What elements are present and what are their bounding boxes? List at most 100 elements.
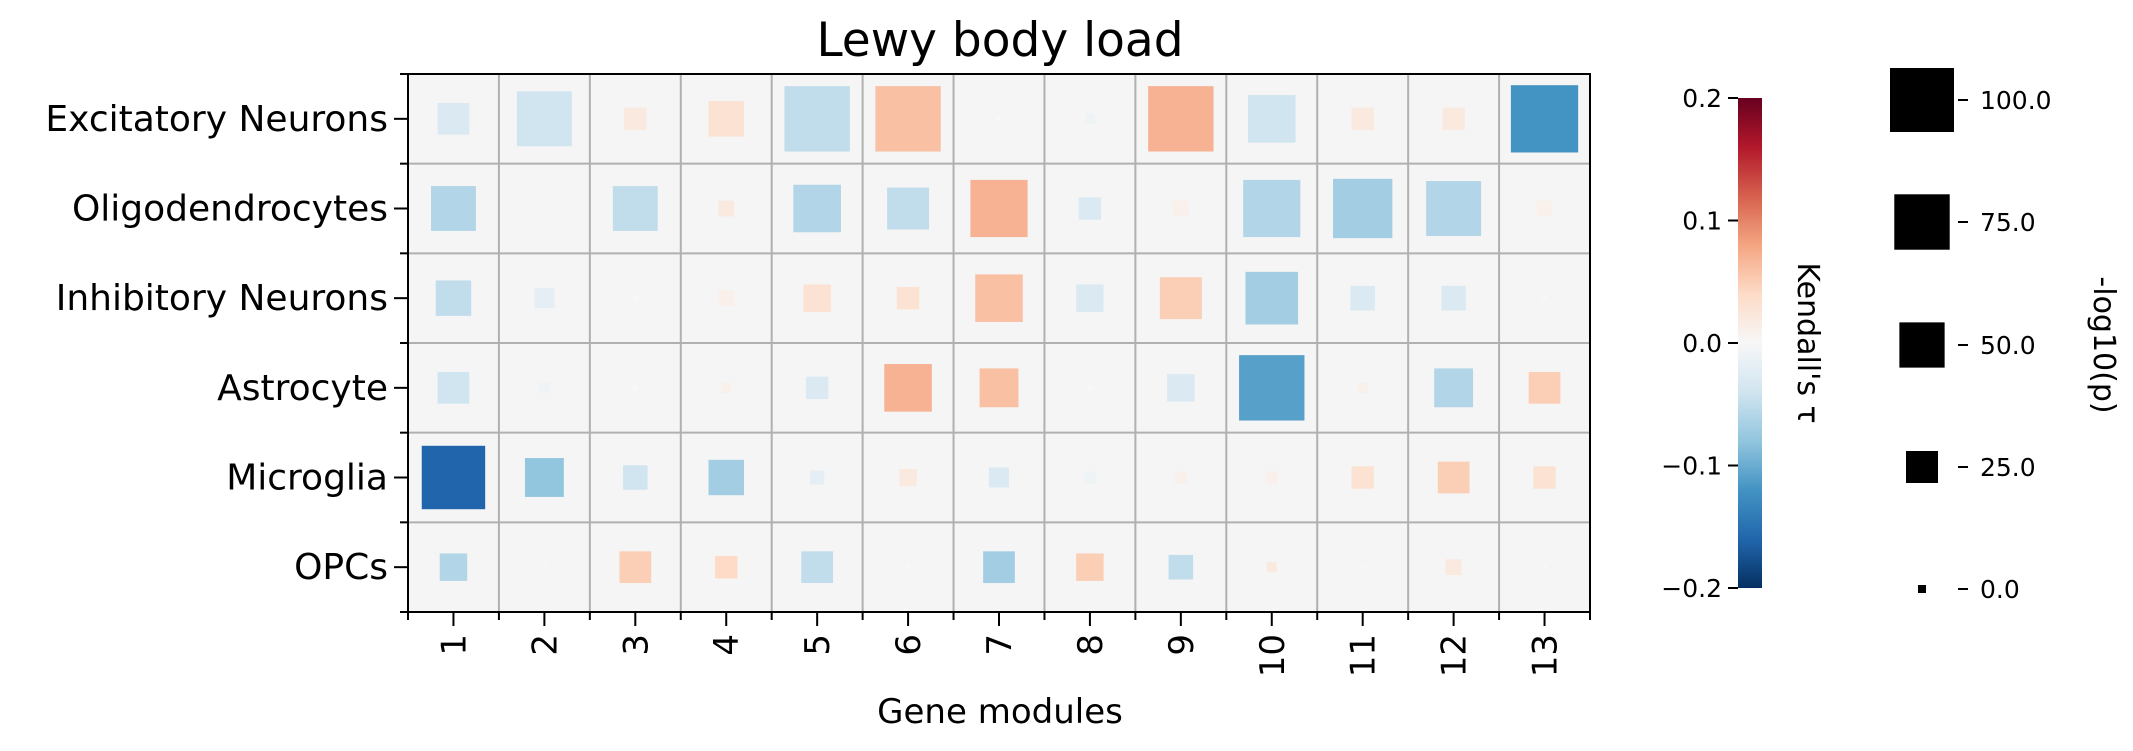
x-tick-label: 4 <box>707 634 747 656</box>
heatmap-cell <box>1076 553 1104 581</box>
heatmap-cell <box>1510 85 1579 153</box>
heatmap-cell <box>1247 95 1296 143</box>
y-tick-label: Inhibitory Neurons <box>56 278 388 319</box>
heatmap-cell <box>1542 564 1548 570</box>
x-tick-label: 3 <box>616 634 656 656</box>
heatmap-cell <box>1426 181 1482 236</box>
size-legend-marker <box>1906 451 1938 483</box>
heatmap-cell <box>1441 285 1466 311</box>
y-tick-label: Excitatory Neurons <box>45 99 388 140</box>
colorbar: 0.2 0.1 0.0 −0.1 −0.2 Kendall's τ <box>1661 84 1825 603</box>
heatmap-cell <box>996 116 1002 122</box>
heatmap-cell <box>983 551 1015 584</box>
colorbar-tick-label: 0.1 <box>1682 207 1722 236</box>
heatmap-cell <box>539 382 550 393</box>
chart-title: Lewy body load <box>816 13 1183 68</box>
heatmap-cell <box>975 274 1023 322</box>
size-legend-tick-label: 25.0 <box>1980 453 2036 482</box>
heatmap-cell <box>784 86 850 152</box>
colorbar-label: Kendall's τ <box>1790 262 1825 423</box>
heatmap-cell <box>803 284 831 312</box>
heatmap-cell <box>1084 113 1095 124</box>
x-axis-label: Gene modules <box>877 692 1123 732</box>
heatmap-cell <box>1265 471 1278 484</box>
size-legend-label: -log10(p) <box>2086 276 2121 413</box>
plot-area <box>407 73 1591 613</box>
heatmap-cell <box>1078 197 1102 220</box>
heatmap-cell <box>632 385 638 391</box>
heatmap-cell <box>1076 284 1104 312</box>
colorbar-tick-label: −0.2 <box>1661 574 1722 603</box>
heatmap-cell <box>439 553 468 581</box>
heatmap-cell <box>805 376 829 400</box>
heatmap-cell <box>988 467 1010 488</box>
heatmap-cell <box>1445 559 1462 576</box>
heatmap-cell <box>1245 271 1299 325</box>
size-legend-marker <box>1890 68 1954 132</box>
heatmap-cell <box>1167 374 1195 402</box>
heatmap-cell <box>431 186 476 231</box>
heatmap-cell <box>524 458 564 497</box>
heatmap-cell <box>1083 471 1097 484</box>
heatmap-cell <box>896 286 920 310</box>
x-tick-label: 9 <box>1162 634 1202 656</box>
colorbar-tick-label: 0.0 <box>1682 329 1722 358</box>
heatmap-cell <box>1434 368 1474 408</box>
x-tick-label: 7 <box>980 634 1020 656</box>
heatmap-cell <box>1239 355 1305 421</box>
heatmap-cell <box>516 91 572 147</box>
heatmap-cell <box>437 371 470 404</box>
heatmap-cell <box>1357 382 1368 393</box>
y-axis: Excitatory Neurons Oligodendrocytes Inhibi… <box>45 73 408 613</box>
heatmap-cell <box>1159 277 1202 320</box>
x-axis: 1 2 3 4 5 6 7 8 9 10 11 12 13 <box>407 612 1591 677</box>
heatmap-cell <box>632 295 638 301</box>
heatmap-cell <box>623 465 648 490</box>
size-legend-tick-label: 75.0 <box>1980 208 2036 237</box>
heatmap-cell <box>1168 554 1194 580</box>
x-tick-label: 1 <box>434 634 474 656</box>
heatmap-cell <box>1333 178 1393 239</box>
size-legend-tick-label: 0.0 <box>1980 575 2020 604</box>
x-tick-label: 6 <box>889 634 929 656</box>
heatmap-cell <box>1442 107 1465 131</box>
x-tick-label: 5 <box>798 634 838 656</box>
heatmap-cell <box>1148 86 1214 152</box>
heatmap-cell <box>1542 295 1548 301</box>
heatmap-cell <box>1266 562 1277 573</box>
heatmap-cell <box>541 205 547 212</box>
heatmap-cell <box>887 187 930 230</box>
heatmap-cell <box>801 551 834 584</box>
x-tick-label: 11 <box>1344 634 1384 677</box>
x-tick-label: 13 <box>1526 634 1566 677</box>
heatmap-cell <box>721 382 732 393</box>
y-tick-label: Microglia <box>226 458 388 499</box>
x-tick-label: 8 <box>1071 634 1111 656</box>
heatmap-cell <box>624 107 647 131</box>
heatmap-cell <box>619 551 652 584</box>
size-legend-marker <box>1899 322 1945 368</box>
heatmap-cell <box>718 200 735 217</box>
heatmap-cell <box>875 86 941 152</box>
heatmap-cell <box>1528 371 1561 404</box>
heatmap-cell <box>1172 200 1189 217</box>
size-legend-tick-label: 50.0 <box>1980 331 2036 360</box>
colorbar-tick-label: 0.2 <box>1682 84 1722 113</box>
heatmap-cell <box>1174 471 1187 484</box>
heatmap-cell <box>435 280 472 316</box>
heatmap-cell <box>1087 385 1093 391</box>
heatmap-cell <box>979 368 1019 408</box>
colorbar-tick-label: −0.1 <box>1661 452 1722 481</box>
x-tick-label: 12 <box>1435 634 1475 677</box>
size-legend: 100.0 75.0 50.0 25.0 0.0 -log10(p) <box>1890 68 2121 604</box>
heatmap-cell <box>905 564 911 570</box>
heatmap-cell <box>708 101 744 137</box>
colorbar-gradient <box>1738 98 1762 588</box>
heatmap-cell <box>884 364 932 412</box>
size-legend-marker <box>1918 585 1926 593</box>
heatmap-cell <box>1533 466 1556 489</box>
y-tick-label: Oligodendrocytes <box>72 189 388 230</box>
size-legend-tick-label: 100.0 <box>1980 86 2052 115</box>
heatmap-cell <box>421 445 486 510</box>
